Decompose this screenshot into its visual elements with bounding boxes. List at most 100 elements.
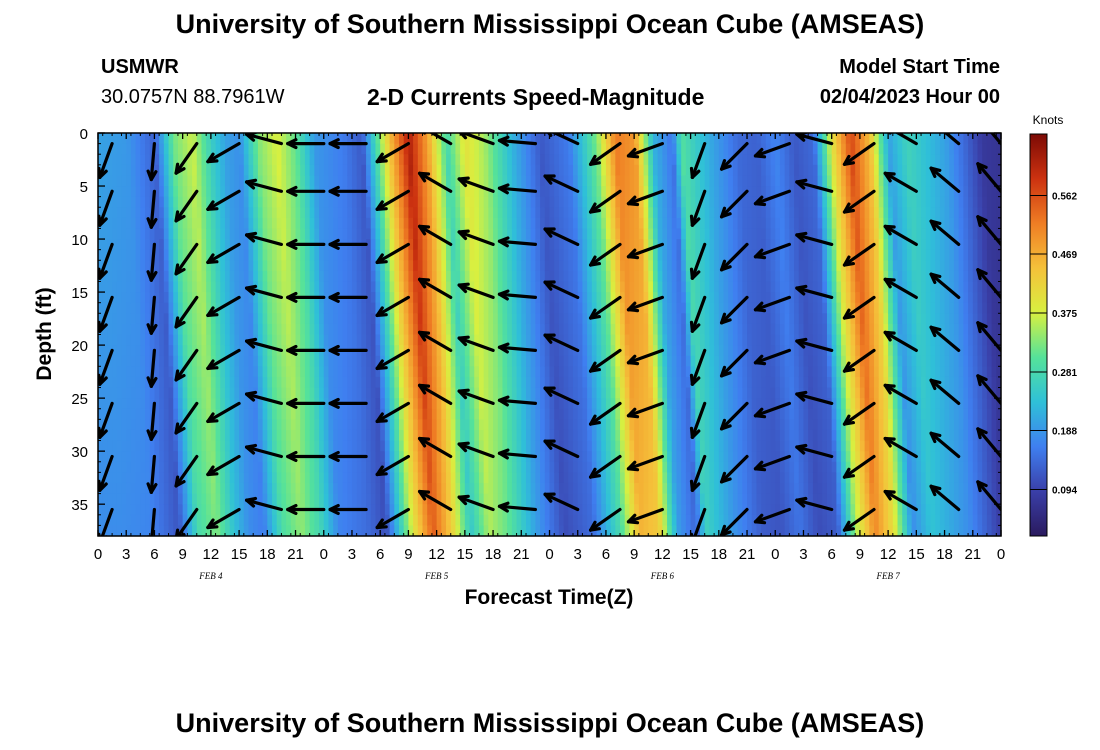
- heatmap-cell: [615, 493, 621, 505]
- heatmap-cell: [112, 186, 118, 198]
- heatmap-cell: [168, 143, 174, 155]
- heatmap-cell: [460, 355, 466, 367]
- heatmap-cell: [173, 249, 179, 261]
- heatmap-cell: [328, 429, 334, 442]
- heatmap-cell: [587, 514, 593, 526]
- heatmap-cell: [582, 376, 588, 389]
- heatmap-cell: [422, 504, 428, 516]
- heatmap-cell: [591, 239, 598, 251]
- heatmap-cell: [309, 334, 315, 346]
- heatmap-cell: [403, 143, 409, 155]
- heatmap-cell: [272, 376, 278, 389]
- heatmap-cell: [300, 376, 306, 389]
- heatmap-cell: [145, 186, 151, 198]
- heatmap-cell: [497, 143, 504, 155]
- heatmap-cell: [286, 419, 292, 431]
- heatmap-cell: [610, 334, 616, 346]
- heatmap-cell: [427, 196, 433, 208]
- heatmap-cell: [577, 164, 584, 177]
- heatmap-cell: [304, 302, 311, 314]
- heatmap-cell: [643, 472, 649, 484]
- heatmap-cell: [130, 408, 137, 420]
- heatmap-cell: [478, 493, 485, 505]
- heatmap-cell: [187, 482, 193, 495]
- heatmap-cell: [540, 217, 546, 230]
- heatmap-cell: [657, 376, 663, 389]
- heatmap-cell: [98, 175, 104, 187]
- heatmap-cell: [295, 334, 301, 346]
- heatmap-cell: [229, 164, 235, 177]
- heatmap-cell: [370, 175, 377, 187]
- heatmap-cell: [323, 482, 330, 495]
- heatmap-cell: [596, 440, 602, 452]
- heatmap-cell: [314, 133, 320, 145]
- heatmap-cell: [582, 249, 588, 261]
- heatmap-cell: [253, 429, 259, 442]
- heatmap-cell: [436, 175, 442, 187]
- heatmap-cell: [196, 366, 203, 378]
- heatmap-cell: [281, 207, 287, 219]
- heatmap-cell: [507, 154, 513, 166]
- heatmap-cell: [243, 323, 250, 336]
- heatmap-cell: [605, 525, 612, 536]
- heatmap-cell: [206, 281, 212, 293]
- heatmap-cell: [681, 440, 687, 452]
- heatmap-cell: [516, 429, 522, 442]
- heatmap-cell: [685, 334, 692, 346]
- heatmap-cell: [417, 419, 424, 431]
- heatmap-cell: [192, 196, 198, 208]
- heatmap-cell: [112, 292, 118, 304]
- heatmap-cell: [417, 387, 424, 399]
- heatmap-cell: [253, 345, 259, 357]
- heatmap-cell: [286, 440, 292, 452]
- heatmap-cell: [610, 239, 616, 251]
- heatmap-cell: [685, 175, 692, 187]
- heatmap-cell: [714, 228, 720, 240]
- heatmap-cell: [488, 270, 494, 283]
- heatmap-cell: [431, 133, 438, 145]
- heatmap-cell: [276, 228, 283, 240]
- heatmap-cell: [427, 355, 433, 367]
- heatmap-cell: [540, 186, 546, 198]
- heatmap-cell: [257, 482, 264, 495]
- heatmap-cell: [196, 387, 203, 399]
- heatmap-cell: [615, 514, 621, 526]
- heatmap-cell: [323, 292, 330, 304]
- heatmap-cell: [267, 196, 273, 208]
- heatmap-cell: [464, 270, 471, 283]
- heatmap-cell: [601, 387, 607, 399]
- heatmap-cell: [159, 313, 165, 325]
- heatmap-cell: [319, 525, 325, 536]
- heatmap-cell: [215, 419, 221, 431]
- heatmap-cell: [366, 525, 372, 536]
- heatmap-cell: [389, 504, 395, 516]
- heatmap-cell: [192, 493, 198, 505]
- heatmap-cell: [234, 387, 240, 399]
- heatmap-cell: [577, 482, 584, 495]
- heatmap-cell: [361, 228, 367, 240]
- heatmap-cell: [229, 186, 235, 198]
- heatmap-cell: [403, 493, 409, 505]
- heatmap-cell: [525, 281, 532, 293]
- heatmap-cell: [375, 472, 381, 484]
- heatmap-cell: [290, 175, 297, 187]
- heatmap-cell: [417, 440, 424, 452]
- heatmap-cell: [323, 133, 330, 145]
- heatmap-cell: [196, 302, 203, 314]
- heatmap-cell: [220, 228, 226, 240]
- heatmap-cell: [474, 451, 480, 463]
- heatmap-cell: [563, 143, 569, 155]
- heatmap-cell: [629, 345, 635, 357]
- heatmap-cell: [366, 164, 372, 177]
- heatmap-cell: [652, 133, 659, 145]
- heatmap-cell: [262, 249, 268, 261]
- heatmap-cell: [380, 217, 386, 230]
- heatmap-cell: [422, 398, 428, 410]
- heatmap-cell: [98, 154, 104, 166]
- heatmap-cell: [107, 323, 113, 336]
- heatmap-cell: [323, 366, 330, 378]
- heatmap-cell: [643, 387, 649, 399]
- heatmap-cell: [257, 376, 264, 389]
- heatmap-cell: [587, 281, 593, 293]
- heatmap-cell: [502, 270, 508, 283]
